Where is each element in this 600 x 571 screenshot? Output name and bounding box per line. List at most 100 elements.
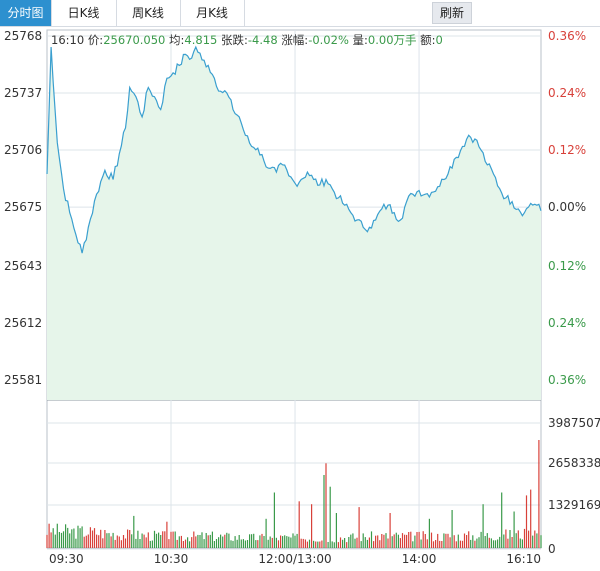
volume-bar: [404, 534, 406, 548]
pct-tick-label: 0.24%: [548, 316, 586, 330]
volume-bar: [463, 533, 466, 548]
volume-bar: [519, 538, 521, 548]
volume-bar: [178, 536, 180, 548]
volume-bar: [106, 533, 108, 548]
volume-bar: [116, 535, 118, 548]
volume-bar: [273, 492, 275, 548]
volume-bar: [306, 541, 308, 548]
volume-bar: [517, 530, 519, 548]
volume-bar: [486, 533, 488, 548]
price-tick-label: 25612: [4, 316, 42, 330]
time-tick-label: 10:30: [154, 552, 189, 566]
price-line: [46, 45, 542, 254]
volume-bar: [240, 539, 242, 548]
volume-bar: [319, 541, 321, 548]
volume-bar: [335, 513, 337, 548]
volume-bar: [344, 538, 346, 548]
volume-bar: [325, 463, 327, 548]
volume-bar: [333, 542, 335, 548]
volume-bar: [412, 541, 414, 548]
volume-bar: [358, 507, 360, 548]
volume-bar: [509, 530, 511, 548]
price-area-fill: [47, 47, 541, 400]
volume-bar: [521, 539, 523, 548]
refresh-button[interactable]: 刷新: [432, 2, 472, 24]
volume-bar: [443, 533, 445, 548]
volume-tick-label: 1329169: [548, 498, 600, 512]
volume-bar: [447, 533, 449, 548]
volume-bar: [499, 536, 501, 548]
volume-bar: [98, 535, 100, 548]
volume-bar: [395, 532, 397, 548]
volume-bar: [476, 538, 478, 548]
pct-tick-label: 0.36%: [548, 29, 586, 43]
volume-bar: [484, 536, 486, 548]
volume-bar: [166, 521, 168, 548]
pct-tick-label: 0.00%: [548, 200, 586, 214]
volume-bar: [168, 539, 170, 548]
volume-bar: [327, 542, 329, 548]
volume-bar: [428, 518, 430, 548]
volume-bar: [129, 530, 131, 548]
volume-bar: [494, 540, 497, 548]
volume-bar: [137, 530, 139, 548]
time-tick-label: 14:00: [402, 552, 437, 566]
volume-bar: [302, 538, 304, 548]
volume-bar: [350, 534, 352, 548]
volume-bar: [534, 530, 536, 548]
volume-bar: [246, 540, 249, 548]
pct-tick-label: 0.24%: [548, 86, 586, 100]
tab-intraday[interactable]: 分时图: [0, 0, 52, 26]
volume-bar: [143, 534, 145, 548]
volume-bar: [75, 538, 77, 548]
volume-bar: [354, 538, 356, 548]
volume-bar: [368, 537, 370, 548]
volume-bar: [218, 537, 220, 548]
time-tick-label: 12:00/13:00: [258, 552, 331, 566]
info-pct-label: 涨幅:: [281, 33, 308, 47]
volume-bar: [528, 530, 530, 548]
volume-bar: [131, 534, 133, 548]
volume-bar: [311, 504, 313, 548]
volume-bar: [230, 540, 232, 548]
volume-bar: [385, 533, 387, 548]
volume-bar: [292, 533, 294, 548]
volume-bar: [453, 535, 455, 548]
volume-bar: [197, 534, 199, 548]
volume-bar: [91, 530, 94, 548]
volume-bar: [191, 537, 193, 548]
volume-bar: [207, 535, 209, 548]
volume-bar: [50, 532, 52, 548]
volume-bar: [505, 529, 507, 548]
volume-bar: [100, 529, 102, 548]
info-change-value: -4.48: [248, 33, 278, 47]
volume-bar: [439, 540, 441, 548]
volume-bar: [226, 532, 228, 548]
volume-bar: [267, 539, 269, 548]
volume-bar: [393, 534, 395, 548]
volume-tick-label: 0: [548, 542, 556, 556]
volume-bar: [435, 540, 437, 548]
tab-daily-k[interactable]: 日K线: [51, 0, 117, 26]
volume-bar: [290, 537, 292, 548]
volume-bar: [397, 534, 399, 548]
price-tick-label: 25675: [4, 200, 42, 214]
tab-monthly-k[interactable]: 月K线: [180, 0, 245, 26]
volume-bar: [492, 540, 495, 548]
volume-bar: [478, 537, 480, 548]
volume-bar: [170, 531, 172, 548]
pct-tick-label: 0.36%: [548, 373, 586, 387]
volume-bar: [255, 540, 257, 548]
volume-bar: [54, 534, 56, 548]
volume-bar: [205, 533, 207, 548]
volume-bar: [184, 539, 187, 548]
volume-bar: [366, 539, 368, 548]
volume-bar: [234, 536, 236, 548]
tab-weekly-k[interactable]: 周K线: [116, 0, 181, 26]
volume-bar: [342, 539, 344, 548]
volume-bar: [507, 538, 509, 548]
volume-bar: [102, 538, 104, 548]
volume-bar: [540, 535, 542, 548]
volume-bar: [213, 541, 215, 548]
volume-bar: [81, 526, 83, 548]
